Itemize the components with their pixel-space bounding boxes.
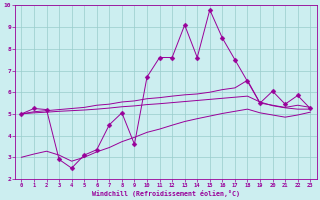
X-axis label: Windchill (Refroidissement éolien,°C): Windchill (Refroidissement éolien,°C) <box>92 190 240 197</box>
